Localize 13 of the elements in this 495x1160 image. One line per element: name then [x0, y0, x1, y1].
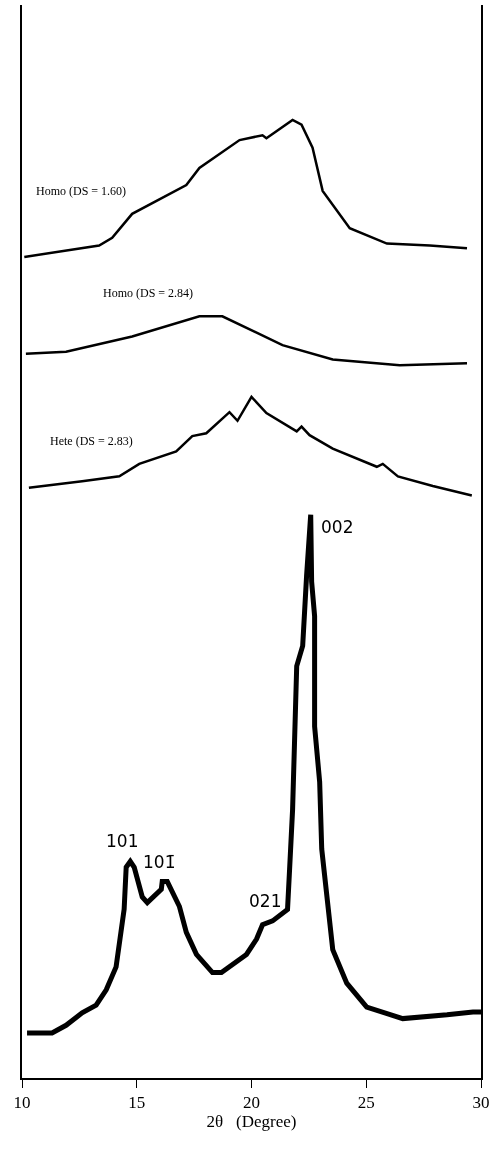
x-tick-label: 15 [128, 1093, 146, 1113]
series-label: Hete (DS = 2.83) [50, 434, 133, 448]
annotation: 101 [106, 831, 139, 851]
series-label: Homo (DS = 1.60) [36, 184, 127, 198]
annotation: 101̄ [143, 852, 176, 872]
x-tick-label: 20 [243, 1093, 260, 1113]
annotation: 002 [321, 517, 354, 537]
x-axis-title: 2θ (Degree) [206, 1112, 297, 1132]
x-tick-label: 30 [472, 1093, 490, 1113]
series-label: Homo (DS = 2.84) [103, 286, 194, 300]
x-tick-label: 25 [357, 1093, 375, 1113]
annotation: 021 [249, 891, 282, 911]
x-tick-label: 10 [13, 1093, 31, 1113]
